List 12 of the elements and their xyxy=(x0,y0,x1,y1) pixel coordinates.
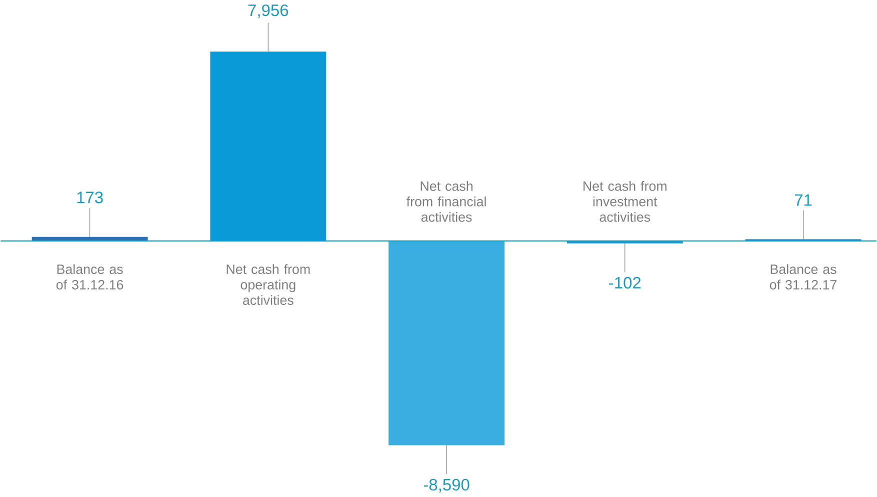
x-tick-label: Balance as of 31.12.16 xyxy=(56,264,124,290)
data-label: 173 xyxy=(77,192,103,204)
bar xyxy=(388,240,504,446)
x-tick-label: Balance as of 31.12.17 xyxy=(770,264,836,290)
data-label: -102 xyxy=(609,276,641,289)
bar xyxy=(210,52,326,241)
data-label: 7,956 xyxy=(248,4,288,18)
data-label: 71 xyxy=(794,194,812,206)
x-tick-label: Net cash from operating activities xyxy=(226,264,310,305)
x-tick-label: Net cash from financial activities xyxy=(406,181,486,222)
x-tick-label: Net cash from investment activities xyxy=(584,181,666,222)
data-label: -8,590 xyxy=(424,478,470,492)
